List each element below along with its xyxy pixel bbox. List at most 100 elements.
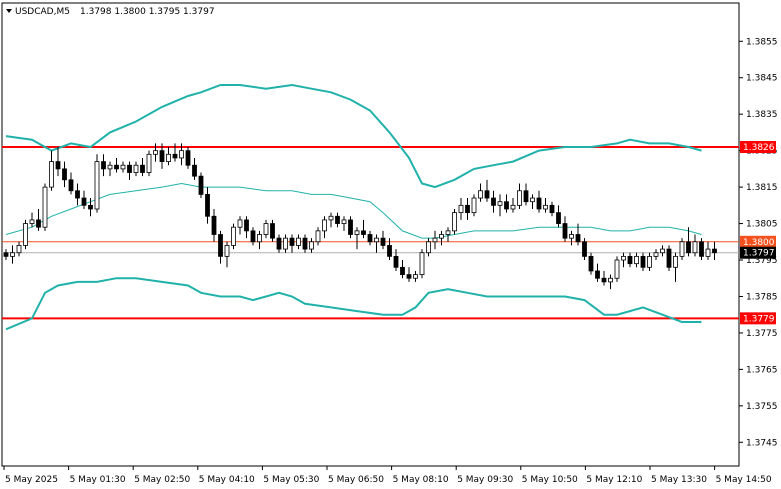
ohlc-values: 1.3798 1.3800 1.3795 1.3797 — [80, 7, 215, 17]
candle-body — [192, 164, 197, 177]
candle-body — [699, 241, 704, 257]
candle — [270, 219, 275, 242]
candle-body — [133, 164, 139, 173]
candle-body — [387, 245, 392, 257]
candle-body — [686, 241, 691, 254]
candle-body — [94, 161, 100, 210]
candle — [218, 230, 223, 264]
price-tag-label: 1.3826 — [743, 143, 775, 153]
x-tick-label: 5 May 05:30 — [263, 475, 319, 485]
candle-body — [588, 255, 594, 272]
candle — [101, 154, 106, 177]
candle-body — [673, 255, 678, 268]
candle-body — [276, 237, 282, 250]
candle — [309, 238, 314, 253]
price-tag — [740, 235, 776, 248]
candle-body — [432, 237, 438, 243]
candle-body — [224, 245, 230, 257]
candle — [185, 147, 191, 169]
candle-body — [692, 241, 698, 254]
candle-body — [582, 241, 587, 257]
candle — [497, 194, 503, 217]
candle — [380, 230, 386, 250]
candle-body — [614, 259, 620, 279]
candle-body — [354, 230, 360, 235]
x-tick-label: 5 May 13:30 — [651, 475, 707, 485]
candle — [504, 194, 509, 213]
candle-body — [562, 223, 568, 239]
candle-body — [627, 255, 633, 265]
candle — [302, 234, 308, 253]
price-tag — [740, 312, 776, 325]
candle-body — [179, 150, 184, 159]
x-tick-label: 5 May 04:10 — [199, 475, 255, 485]
candle-body — [543, 204, 548, 210]
candle — [614, 256, 620, 282]
candle-body — [328, 215, 334, 221]
candle-body — [367, 234, 373, 243]
candle-body — [458, 204, 464, 214]
candle — [75, 183, 80, 206]
x-tick-label: 5 May 02:50 — [134, 475, 190, 485]
candle — [439, 230, 444, 246]
candle-body — [88, 204, 93, 210]
plot-border — [1, 2, 740, 467]
candle — [595, 263, 600, 282]
candle — [491, 190, 496, 213]
candle-body — [250, 230, 256, 243]
candle — [458, 198, 464, 220]
candle-body — [49, 161, 54, 188]
candle — [159, 143, 165, 169]
candle-body — [595, 270, 600, 279]
candle-body — [679, 241, 685, 257]
candle — [354, 227, 360, 250]
candle — [68, 172, 74, 195]
candle-body — [478, 190, 483, 199]
menu-triangle-icon[interactable] — [6, 9, 12, 13]
candle-body — [504, 201, 509, 210]
candle — [315, 227, 321, 246]
candle-body — [348, 219, 353, 235]
candle-body — [517, 190, 522, 206]
candle-body — [660, 248, 665, 254]
y-tick-label: 1.3805 — [746, 220, 778, 230]
candle — [205, 187, 210, 224]
candle-body — [289, 237, 295, 246]
candle-body — [146, 153, 152, 173]
y-tick-label: 1.3795 — [746, 256, 778, 266]
candle — [575, 223, 581, 246]
candle — [114, 157, 119, 173]
candle — [426, 238, 431, 257]
candle — [244, 216, 249, 239]
candle — [146, 150, 152, 177]
candle-body — [237, 219, 243, 228]
candle-body — [120, 164, 126, 170]
candle-body — [3, 252, 9, 257]
price-tag-label: 1.3797 — [743, 249, 775, 259]
candle — [16, 241, 22, 257]
candle-body — [75, 190, 80, 199]
candle-body — [393, 255, 399, 268]
candle-body — [465, 204, 470, 214]
candle — [296, 234, 301, 250]
candle — [419, 249, 425, 279]
candle — [348, 216, 353, 239]
candle — [393, 249, 399, 271]
candle — [374, 234, 379, 253]
candle-body — [42, 186, 48, 228]
candle-body — [445, 230, 451, 235]
candle — [283, 234, 288, 253]
candle — [62, 161, 67, 188]
candle-body — [419, 252, 425, 276]
candle-body — [549, 204, 555, 214]
candle-body — [211, 215, 217, 235]
y-tick-label: 1.3745 — [746, 438, 778, 448]
candle — [647, 252, 652, 271]
candle — [133, 161, 139, 177]
indicator-line — [5, 277, 702, 331]
candle-body — [205, 193, 210, 217]
candle — [588, 252, 594, 275]
candle-body — [380, 237, 386, 246]
x-tick-label: 5 May 06:50 — [328, 475, 384, 485]
